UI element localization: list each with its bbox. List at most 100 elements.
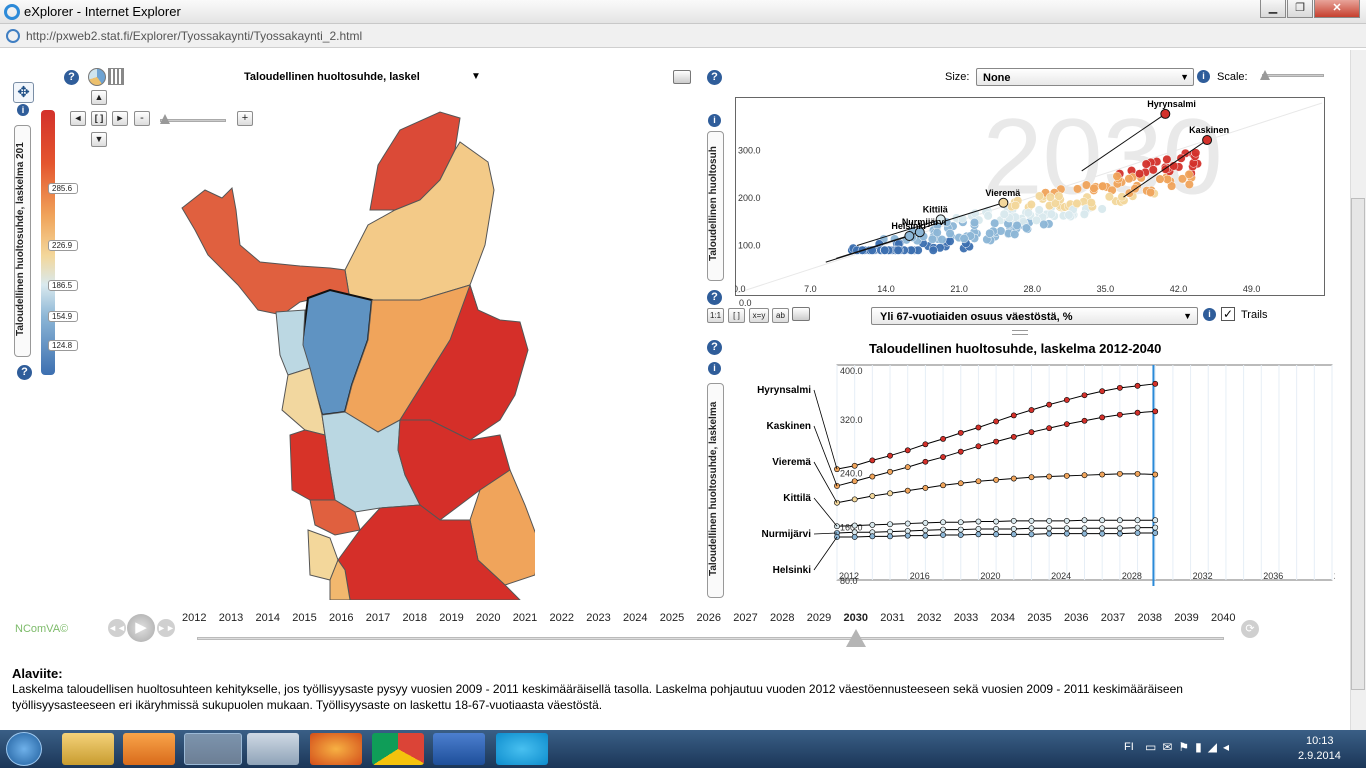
line-y-axis-select[interactable]: Taloudellinen huoltosuhde, laskelma xyxy=(707,383,724,598)
timeline-year[interactable]: 2027 xyxy=(733,612,758,624)
line-help-icon[interactable]: ? xyxy=(707,340,722,355)
loop-icon[interactable]: ⟳ xyxy=(1241,620,1259,638)
start-button[interactable] xyxy=(6,732,42,766)
x-equals-y-button[interactable]: x=y xyxy=(749,308,769,323)
timeline-year[interactable]: 2039 xyxy=(1174,612,1199,624)
pan-right-button[interactable]: ► xyxy=(112,111,128,126)
size-select[interactable]: None ▼ xyxy=(976,68,1194,86)
play-button[interactable]: ▶ xyxy=(127,614,155,642)
timeline-year[interactable]: 2032 xyxy=(917,612,942,624)
zoom-slider-thumb[interactable] xyxy=(160,114,170,124)
timeline-year[interactable]: 2037 xyxy=(1100,612,1126,624)
internet-explorer-icon[interactable] xyxy=(184,733,242,765)
scatter-y-axis-select[interactable]: Taloudellinen huoltosuh xyxy=(707,131,724,281)
maximize-button[interactable]: ❐ xyxy=(1287,0,1313,18)
map-region[interactable] xyxy=(289,429,336,501)
timeline-year[interactable]: 2018 xyxy=(402,612,427,624)
minimize-button[interactable]: ▁ xyxy=(1260,0,1286,18)
timeline-year[interactable]: 2028 xyxy=(770,612,795,624)
firefox-icon[interactable] xyxy=(310,733,362,765)
timeline-year[interactable]: 2029 xyxy=(806,612,832,624)
timeline-year[interactable]: 2020 xyxy=(476,612,501,624)
explorer-icon[interactable] xyxy=(62,733,114,765)
zoom-fit-button[interactable]: [ ] xyxy=(91,111,107,126)
language-indicator[interactable]: FI xyxy=(1124,741,1134,753)
pan-up-button[interactable]: ▲ xyxy=(91,90,107,105)
map-region[interactable] xyxy=(399,283,529,441)
scale-slider-track[interactable] xyxy=(1262,74,1324,77)
line-chart[interactable]: 2012 2016 2020 2024 2028 2032 2036 2040 80.0 160.… xyxy=(735,355,1335,600)
bars-icon[interactable] xyxy=(108,68,124,85)
word-icon[interactable] xyxy=(433,733,485,765)
timeline-year[interactable]: 2030 xyxy=(843,612,868,624)
legend-tick[interactable]: 154.9 xyxy=(48,311,78,322)
timeline-year[interactable]: 2014 xyxy=(255,612,280,624)
url-text[interactable]: http://pxweb2.stat.fi/Explorer/Tyossakay… xyxy=(26,29,363,43)
zoom-fit-button[interactable]: [ ] xyxy=(728,308,745,323)
print-icon[interactable] xyxy=(673,70,691,84)
scrollbar-thumb[interactable] xyxy=(1351,198,1365,690)
scale-slider-thumb[interactable] xyxy=(1260,70,1270,80)
timeline-year[interactable]: 2023 xyxy=(586,612,611,624)
print-icon[interactable] xyxy=(792,307,810,321)
pan-left-button[interactable]: ◄ xyxy=(70,111,86,126)
tray-icons[interactable]: ▭✉⚑▮◢◂ xyxy=(1145,740,1236,754)
timeline-year[interactable]: 2019 xyxy=(439,612,464,624)
pan-arrows-icon[interactable]: ✥ xyxy=(13,82,34,103)
timeline-year[interactable]: 2026 xyxy=(696,612,721,624)
timeline-year[interactable]: 2034 xyxy=(990,612,1015,624)
media-player-icon[interactable] xyxy=(123,733,175,765)
lapland-map[interactable] xyxy=(175,110,535,600)
scale-1to1-button[interactable]: 1:1 xyxy=(707,308,724,323)
map-help-icon[interactable]: ? xyxy=(64,70,79,85)
x-axis-select[interactable]: Yli 67-vuotiaiden osuus väestöstä, % ▼ xyxy=(871,307,1198,325)
timeline-year[interactable]: 2015 xyxy=(292,612,317,624)
map-variable-select[interactable]: Taloudellinen huoltosuhde, laskel xyxy=(244,71,420,83)
size-info-icon[interactable]: i xyxy=(1197,70,1210,83)
timeline-year[interactable]: 2021 xyxy=(512,612,538,624)
timeline-year[interactable]: 2024 xyxy=(623,612,648,624)
zoom-in-button[interactable]: + xyxy=(237,111,253,126)
timeline-year[interactable]: 2013 xyxy=(218,612,244,624)
close-button[interactable]: ✕ xyxy=(1314,0,1360,18)
calculator-icon[interactable] xyxy=(247,733,299,765)
timeline-year[interactable]: 2017 xyxy=(365,612,391,624)
timeline-year[interactable]: 2016 xyxy=(329,612,354,624)
panel-splitter[interactable] xyxy=(1012,330,1028,335)
chrome-icon[interactable] xyxy=(372,733,424,765)
timeline-year[interactable]: 2022 xyxy=(549,612,574,624)
legend-tick[interactable]: 186.5 xyxy=(48,280,78,291)
trails-checkbox[interactable]: ✓ xyxy=(1221,307,1235,321)
x-info-icon[interactable]: i xyxy=(1203,308,1216,321)
skype-icon[interactable] xyxy=(496,733,548,765)
map-view-toggle-icon[interactable] xyxy=(88,68,106,86)
pan-down-button[interactable]: ▼ xyxy=(91,132,107,147)
timeline-year[interactable]: 2033 xyxy=(953,612,979,624)
step-back-button[interactable]: ◄◄ xyxy=(108,619,126,637)
chevron-down-icon[interactable]: ▼ xyxy=(471,71,481,82)
legend-tick[interactable]: 285.6 xyxy=(48,183,78,194)
y-info-icon[interactable]: i xyxy=(708,114,721,127)
timeline-year[interactable]: 2036 xyxy=(1064,612,1089,624)
timeline-year[interactable]: 2025 xyxy=(659,612,685,624)
clock-time[interactable]: 10:13 xyxy=(1306,735,1334,747)
step-forward-button[interactable]: ►► xyxy=(157,619,175,637)
scatter-help-icon[interactable]: ? xyxy=(707,70,722,85)
legend-help-icon[interactable]: ? xyxy=(17,365,32,380)
line-info-icon[interactable]: i xyxy=(708,362,721,375)
timeline-year[interactable]: 2012 xyxy=(182,612,207,624)
legend-info-icon[interactable]: i xyxy=(17,104,29,116)
timeline-track[interactable] xyxy=(197,637,1224,640)
timeline-year[interactable]: 2038 xyxy=(1137,612,1162,624)
timeline-year[interactable]: 2031 xyxy=(880,612,905,624)
timeline-year[interactable]: 2035 xyxy=(1027,612,1052,624)
address-bar[interactable]: http://pxweb2.stat.fi/Explorer/Tyossakay… xyxy=(0,24,1366,48)
legend-tick[interactable]: 124.8 xyxy=(48,340,78,351)
clock-date[interactable]: 2.9.2014 xyxy=(1298,750,1341,762)
map-region[interactable] xyxy=(329,558,351,600)
y-help-icon[interactable]: ? xyxy=(707,290,722,305)
map-legend-label[interactable]: Taloudellinen huoltosuhde, laskelma 201 xyxy=(14,125,31,357)
timeline-year[interactable]: 2040 xyxy=(1211,612,1236,624)
labels-button[interactable]: ab xyxy=(772,308,789,323)
